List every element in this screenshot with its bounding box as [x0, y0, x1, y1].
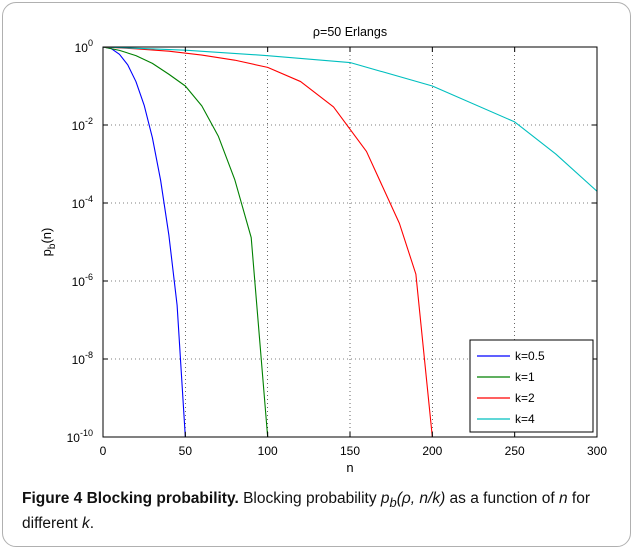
series-line-k-0-5 — [102, 46, 186, 438]
x-tick-label: 200 — [422, 444, 442, 458]
caption-text-after-n: for different — [22, 490, 591, 533]
y-axis-label: pb(n) — [39, 228, 58, 257]
series-lines — [102, 46, 598, 438]
legend: k=0.5 k=1 k=2 k=4 — [469, 339, 594, 433]
legend-label: k=4 — [515, 412, 535, 426]
caption-formula-sub: b — [389, 495, 397, 511]
x-tick-label: 0 — [100, 444, 107, 458]
x-axis-label: n — [346, 460, 353, 475]
grid-lines — [103, 47, 597, 437]
y-tick-label: 10-8 — [72, 350, 93, 367]
y-tick-label: 10-6 — [72, 272, 93, 289]
figure-caption: Figure 4 Blocking probability. Blocking … — [22, 488, 622, 534]
caption-text-middle: as a function of — [445, 490, 559, 507]
caption-formula-args: (ρ, n/k) — [396, 490, 446, 507]
y-tick-label: 10-2 — [72, 116, 93, 133]
chart: 0 50 100 150 200 250 300 10010-210-410-610-810… — [39, 25, 608, 475]
x-tick-label: 50 — [179, 444, 193, 458]
legend-label: k=1 — [515, 370, 535, 384]
x-tick-label: 250 — [505, 444, 525, 458]
chart-title: ρ=50 Erlangs — [313, 25, 387, 39]
x-tick-labels: 0 50 100 150 200 250 300 — [100, 444, 608, 458]
series-line-k-4 — [102, 46, 598, 192]
tick-marks — [102, 46, 598, 438]
figure-label: Figure 4 — [22, 490, 83, 507]
series-line-k-2 — [102, 46, 433, 438]
caption-text-before: Blocking probability — [243, 490, 381, 507]
y-tick-label: 10-10 — [67, 428, 93, 445]
legend-box — [469, 339, 594, 433]
legend-label: k=2 — [515, 391, 535, 405]
caption-formula: p — [380, 490, 390, 507]
legend-label: k=0.5 — [515, 349, 545, 363]
figure-frame — [2, 2, 631, 547]
x-tick-label: 300 — [587, 444, 607, 458]
x-tick-label: 150 — [340, 444, 360, 458]
caption-var-k: k — [82, 515, 90, 533]
y-tick-label: 10-4 — [72, 194, 93, 211]
caption-title: Blocking probability. — [86, 490, 239, 507]
caption-text-end: . — [89, 515, 95, 533]
x-tick-label: 100 — [258, 444, 278, 458]
caption-var-n: n — [558, 490, 568, 507]
y-tick-labels: 100 10-2 10-4 10-6 10-8 10-10 — [67, 38, 93, 445]
y-tick-label: 100 — [75, 38, 93, 55]
series-line-k-1 — [102, 46, 269, 438]
